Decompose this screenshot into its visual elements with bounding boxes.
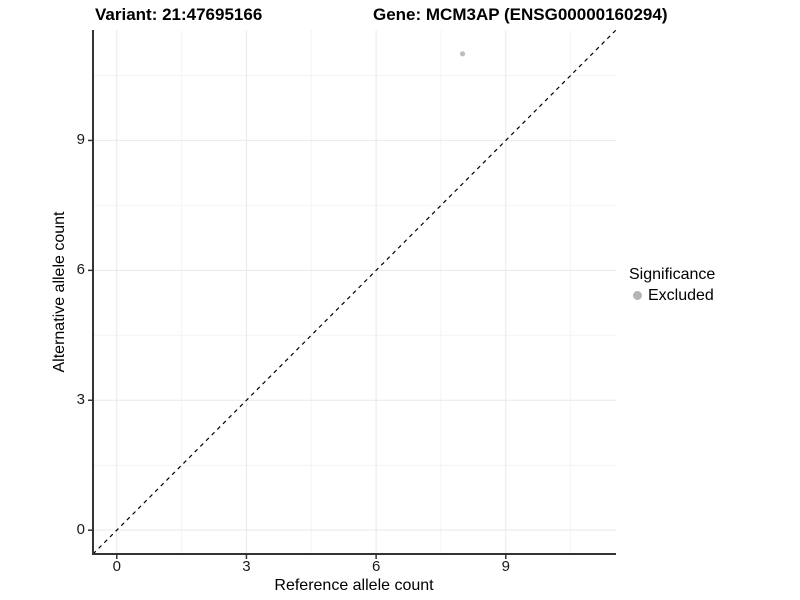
x-axis-label: Reference allele count — [274, 577, 434, 594]
data-point — [459, 51, 466, 57]
legend-key-dot-icon — [633, 291, 642, 300]
identity-line — [92, 29, 617, 555]
legend-entry-label: Excluded — [648, 287, 714, 304]
legend: Significance Excluded — [629, 264, 715, 306]
plot-title-variant: Variant: 21:47695166 — [95, 5, 263, 24]
y-tick-label: 9 — [76, 131, 85, 149]
legend-entry-excluded: Excluded — [629, 285, 715, 306]
plot-title-gene: Gene: MCM3AP (ENSG00000160294) — [373, 5, 668, 24]
y-tick-label: 3 — [76, 391, 85, 409]
x-tick-label: 3 — [242, 558, 251, 575]
x-tick-label: 6 — [371, 558, 381, 575]
y-tick-label: 0 — [76, 521, 85, 539]
x-tick-label: 9 — [501, 558, 510, 575]
x-tick-label: 0 — [112, 558, 121, 575]
legend-title: Significance — [629, 266, 716, 283]
y-axis-label: Alternative allele count — [51, 211, 68, 373]
y-tick-label: 6 — [76, 261, 85, 279]
